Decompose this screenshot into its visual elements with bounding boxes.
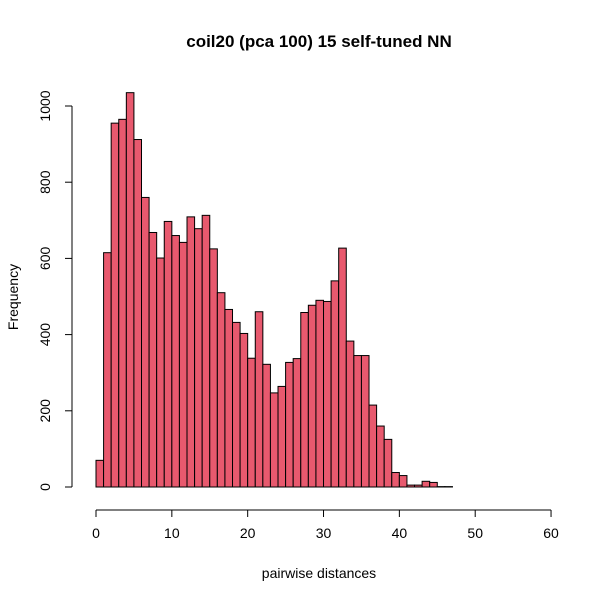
histogram-bar <box>338 247 347 488</box>
histogram-bar <box>376 425 385 488</box>
x-tick-label: 40 <box>392 525 408 541</box>
histogram-bar <box>209 248 218 488</box>
bars-group <box>95 92 453 488</box>
x-tick-label: 60 <box>543 525 559 541</box>
histogram-bar <box>330 280 340 488</box>
y-tick-label: 600 <box>37 247 53 271</box>
x-tick-label: 20 <box>240 525 256 541</box>
histogram-bar <box>292 358 302 488</box>
histogram-bar <box>133 139 143 488</box>
histogram-bar <box>125 92 135 488</box>
histogram-bar <box>141 196 150 488</box>
histogram-bar <box>277 385 287 488</box>
histogram-bar <box>307 304 317 488</box>
histogram-bar <box>269 392 279 488</box>
histogram-bar <box>103 252 112 488</box>
histogram-bar <box>360 355 370 488</box>
x-axis-label: pairwise distances <box>262 565 376 581</box>
x-axis: 0 10 20 30 40 50 60 <box>92 509 559 541</box>
histogram-bar <box>247 357 256 488</box>
histogram-bar <box>194 228 203 488</box>
histogram-bar <box>391 472 400 488</box>
y-tick-label: 800 <box>37 170 53 194</box>
histogram-bar <box>345 340 355 488</box>
histogram-bar <box>353 355 362 488</box>
histogram-bar <box>239 332 249 488</box>
histogram-bar <box>171 235 180 488</box>
x-tick-label: 0 <box>92 525 100 541</box>
histogram-bar <box>383 438 393 488</box>
histogram-bar <box>406 484 416 488</box>
histogram-bar <box>254 311 264 488</box>
histogram-bar <box>262 363 271 488</box>
histogram-bar <box>156 257 165 488</box>
histogram-bar <box>323 300 332 488</box>
histogram-bar <box>216 292 226 488</box>
y-axis: 0 200 400 600 800 1000 <box>37 90 73 491</box>
histogram-bar <box>163 220 173 488</box>
y-axis-label: Frequency <box>5 264 21 330</box>
histogram-bar <box>300 312 309 488</box>
histogram-bar <box>95 459 105 488</box>
histogram-bar <box>414 484 423 488</box>
x-tick-label: 10 <box>164 525 180 541</box>
histogram-bar <box>178 241 188 488</box>
y-tick-label: 1000 <box>37 90 53 121</box>
y-tick-label: 0 <box>37 483 53 491</box>
histogram-bar <box>201 214 211 488</box>
chart-title: coil20 (pca 100) 15 self-tuned NN <box>186 32 451 51</box>
histogram-bar <box>429 481 438 488</box>
x-tick-label: 50 <box>467 525 483 541</box>
histogram-bar <box>186 216 196 488</box>
histogram-bar <box>118 118 127 488</box>
histogram-bar <box>224 308 234 488</box>
histogram-bar <box>368 404 378 488</box>
y-tick-label: 400 <box>37 323 53 347</box>
histogram-bar <box>110 122 120 488</box>
x-tick-label: 30 <box>316 525 332 541</box>
histogram-bar <box>148 231 158 488</box>
histogram-bar <box>285 361 294 488</box>
histogram-bar <box>232 321 241 488</box>
y-tick-label: 200 <box>37 399 53 423</box>
histogram-bar <box>421 480 431 488</box>
histogram-bar <box>398 475 408 488</box>
histogram-bar <box>315 299 325 488</box>
